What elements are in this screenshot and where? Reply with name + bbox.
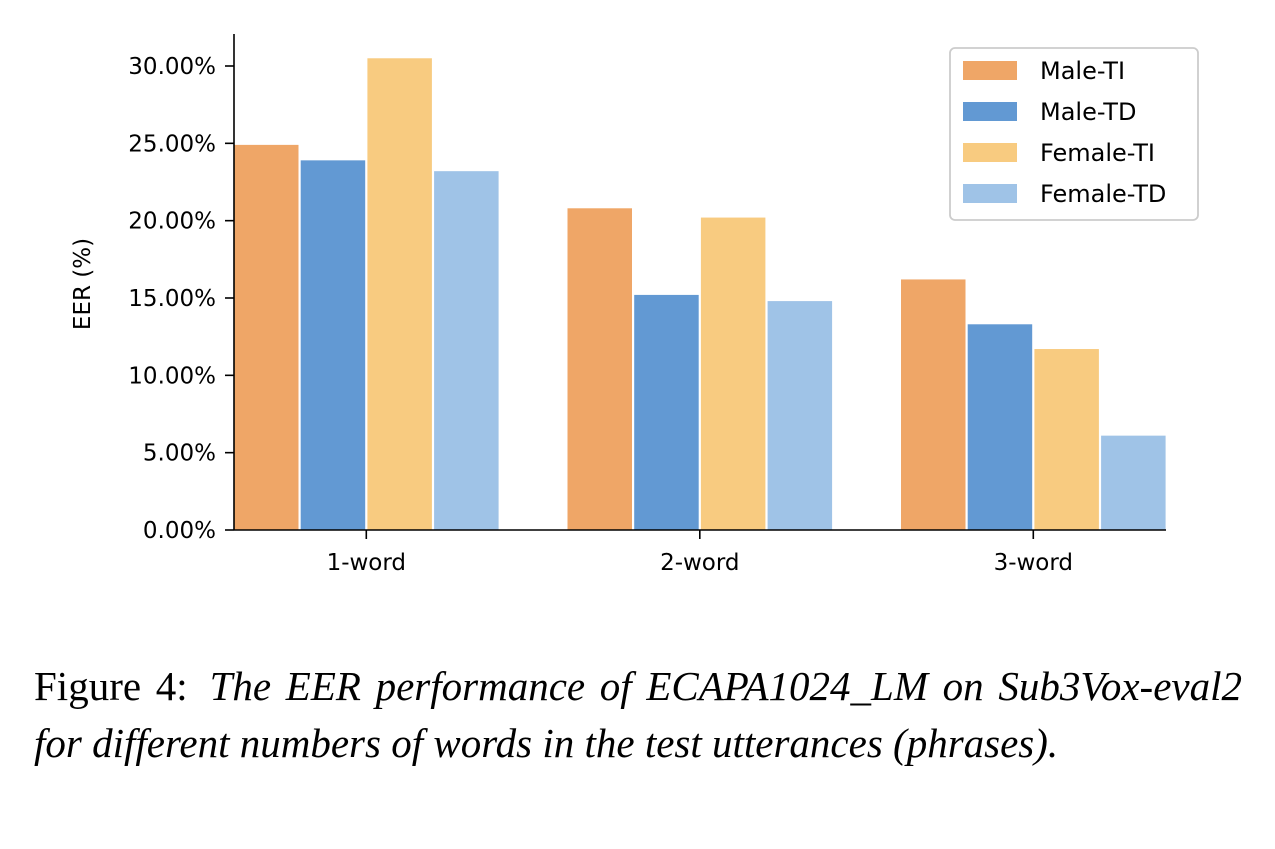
- legend-swatch-female-ti: [963, 143, 1017, 162]
- x-tick-label-3-word: 3-word: [994, 550, 1073, 576]
- figure-caption: Figure 4: The EER performance of ECAPA102…: [34, 658, 1242, 772]
- figure-label: Figure 4:: [34, 663, 188, 709]
- legend-label-male-ti: Male-TI: [1040, 57, 1125, 85]
- y-axis-label: EER (%): [70, 238, 96, 330]
- bar-female-td-1-word: [434, 171, 499, 531]
- legend: Male-TI Male-TD Female-TI Female-TD: [949, 47, 1199, 221]
- bar-female-ti-1-word: [367, 58, 432, 531]
- axes-layer: 0.00% 5.00% 10.00% 15.00% 20.00% 25.00% 30.00%…: [70, 34, 1166, 576]
- bar-male-td-2-word: [634, 294, 699, 530]
- bar-male-ti-2-word: [567, 208, 632, 531]
- figure-caption-text: The EER performance of ECAPA1024_LM on S…: [34, 663, 1242, 766]
- legend-swatch-male-td: [963, 102, 1017, 121]
- bar-male-td-3-word: [967, 324, 1033, 530]
- bar-male-ti-1-word: [234, 144, 299, 530]
- eer-bar-chart: 0.00% 5.00% 10.00% 15.00% 20.00% 25.00% 30.00%…: [70, 34, 1199, 576]
- y-tick-label: 30.00%: [128, 54, 216, 80]
- bar-female-td-3-word: [1101, 435, 1166, 530]
- legend-label-female-td: Female-TD: [1040, 180, 1166, 208]
- legend-label-male-td: Male-TD: [1040, 98, 1136, 126]
- bar-female-ti-3-word: [1034, 349, 1099, 530]
- y-tick-label: 15.00%: [128, 286, 216, 312]
- bar-female-ti-2-word: [700, 217, 766, 530]
- legend-label-female-ti: Female-TI: [1040, 139, 1155, 167]
- bars-layer: [234, 58, 1166, 531]
- y-tick-label: 0.00%: [143, 518, 216, 544]
- y-tick-label: 25.00%: [128, 131, 216, 157]
- legend-swatch-male-ti: [963, 61, 1017, 80]
- legend-frame: [949, 47, 1199, 221]
- y-tick-label: 20.00%: [128, 209, 216, 235]
- y-tick-label: 5.00%: [143, 441, 216, 467]
- y-tick-label: 10.00%: [128, 363, 216, 389]
- x-tick-label-1-word: 1-word: [327, 550, 406, 576]
- bar-male-td-1-word: [300, 160, 366, 530]
- x-tick-label-2-word: 2-word: [660, 550, 739, 576]
- bar-female-td-2-word: [767, 301, 833, 530]
- legend-swatch-female-td: [963, 184, 1017, 203]
- bar-male-ti-3-word: [901, 279, 966, 530]
